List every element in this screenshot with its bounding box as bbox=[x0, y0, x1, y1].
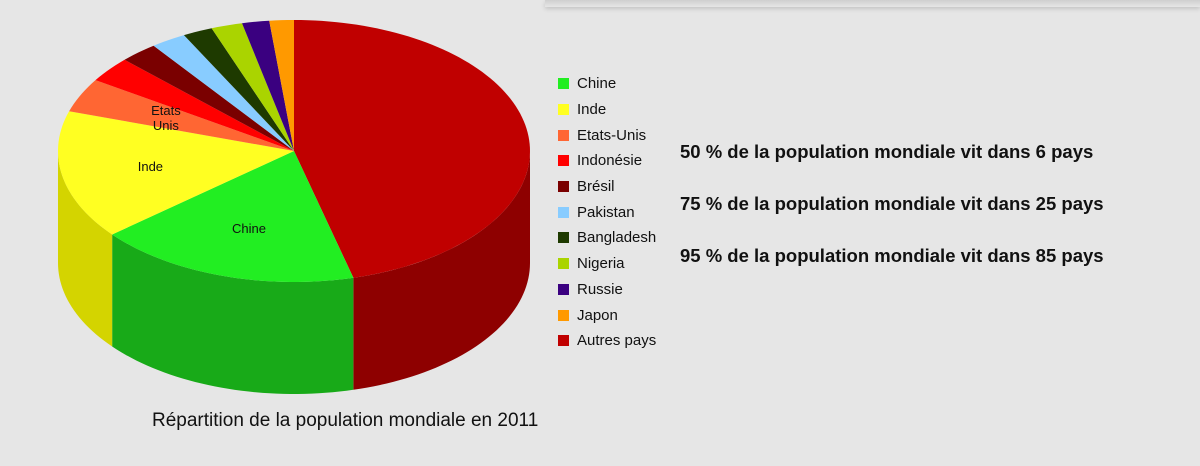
legend-item-chine: Chine bbox=[558, 71, 656, 97]
pie-label-etats-unis: Etats Unis bbox=[151, 103, 181, 133]
pie-slice-autres-pays bbox=[294, 20, 530, 278]
pie-slice-etats-unis bbox=[69, 80, 294, 151]
legend-label: Pakistan bbox=[577, 203, 635, 221]
legend-label: Japon bbox=[577, 306, 618, 324]
legend-swatch-icon bbox=[558, 78, 569, 90]
legend-swatch-icon bbox=[558, 335, 569, 347]
legend-swatch-icon bbox=[558, 309, 569, 321]
pie-tops bbox=[58, 20, 530, 282]
pie-side-autres-pays bbox=[353, 151, 530, 390]
legend-swatch-icon bbox=[558, 232, 569, 244]
chart-caption: Répartition de la population mondiale en… bbox=[152, 410, 539, 431]
legend-swatch-icon bbox=[558, 155, 569, 167]
pie-labels: Chine Inde Etats Unis bbox=[138, 103, 266, 236]
chart-legend: Chine Inde Etats-Unis Indonésie Brésil Pakist… bbox=[558, 71, 656, 354]
pie-slice-indonesie bbox=[95, 59, 294, 151]
legend-label: Inde bbox=[577, 101, 607, 119]
legend-swatch-icon bbox=[558, 206, 569, 218]
legend-swatch-icon bbox=[558, 181, 569, 193]
stat-line-6-pays: 50 % de la population mondiale vit dans … bbox=[680, 141, 1094, 162]
pie-chart: Chine Inde Etats Unis bbox=[58, 20, 530, 394]
legend-label: Nigeria bbox=[577, 255, 625, 273]
pie-slice-nigeria bbox=[211, 23, 294, 151]
pie-slice-chine bbox=[112, 151, 354, 282]
window-top-strip bbox=[545, 0, 1200, 7]
legend-item-inde: Inde bbox=[558, 97, 656, 123]
legend-item-indonesie: Indonésie bbox=[558, 148, 656, 174]
legend-label: Indonésie bbox=[577, 152, 643, 170]
legend-item-autres-pays: Autres pays bbox=[558, 328, 656, 354]
legend-label: Chine bbox=[577, 75, 617, 93]
legend-label: Bangladesh bbox=[577, 229, 657, 247]
pie-slice-pakistan bbox=[153, 35, 294, 151]
stat-line-85-pays: 95 % de la population mondiale vit dans … bbox=[680, 245, 1104, 266]
legend-label: Brésil bbox=[577, 178, 615, 196]
pie-slice-bangladesh bbox=[183, 28, 294, 152]
pie-label-inde: Inde bbox=[138, 159, 163, 174]
legend-item-russie: Russie bbox=[558, 277, 656, 303]
pie-label-chine: Chine bbox=[232, 221, 266, 236]
pie-slice-japon bbox=[269, 20, 294, 151]
pie-slice-inde bbox=[58, 111, 294, 235]
legend-item-nigeria: Nigeria bbox=[558, 251, 656, 277]
legend-swatch-icon bbox=[558, 258, 569, 270]
legend-label: Russie bbox=[577, 280, 623, 298]
population-stats: 50 % de la population mondiale vit dans … bbox=[680, 138, 1104, 294]
pie-side-inde bbox=[58, 151, 113, 347]
legend-label: Autres pays bbox=[577, 332, 657, 350]
legend-item-bresil: Brésil bbox=[558, 174, 656, 200]
legend-swatch-icon bbox=[558, 104, 569, 116]
legend-swatch-icon bbox=[558, 283, 569, 295]
legend-swatch-icon bbox=[558, 129, 569, 141]
pie-slice-bresil bbox=[124, 45, 294, 152]
pie-sides bbox=[58, 151, 530, 394]
pie-slice-russie bbox=[242, 20, 294, 151]
legend-item-pakistan: Pakistan bbox=[558, 199, 656, 225]
stat-line-25-pays: 75 % de la population mondiale vit dans … bbox=[680, 193, 1104, 214]
pie-side-chine bbox=[112, 234, 354, 394]
legend-item-bangladesh: Bangladesh bbox=[558, 225, 656, 251]
legend-label: Etats-Unis bbox=[577, 126, 647, 144]
legend-item-etats-unis: Etats-Unis bbox=[558, 122, 656, 148]
legend-item-japon: Japon bbox=[558, 302, 656, 328]
